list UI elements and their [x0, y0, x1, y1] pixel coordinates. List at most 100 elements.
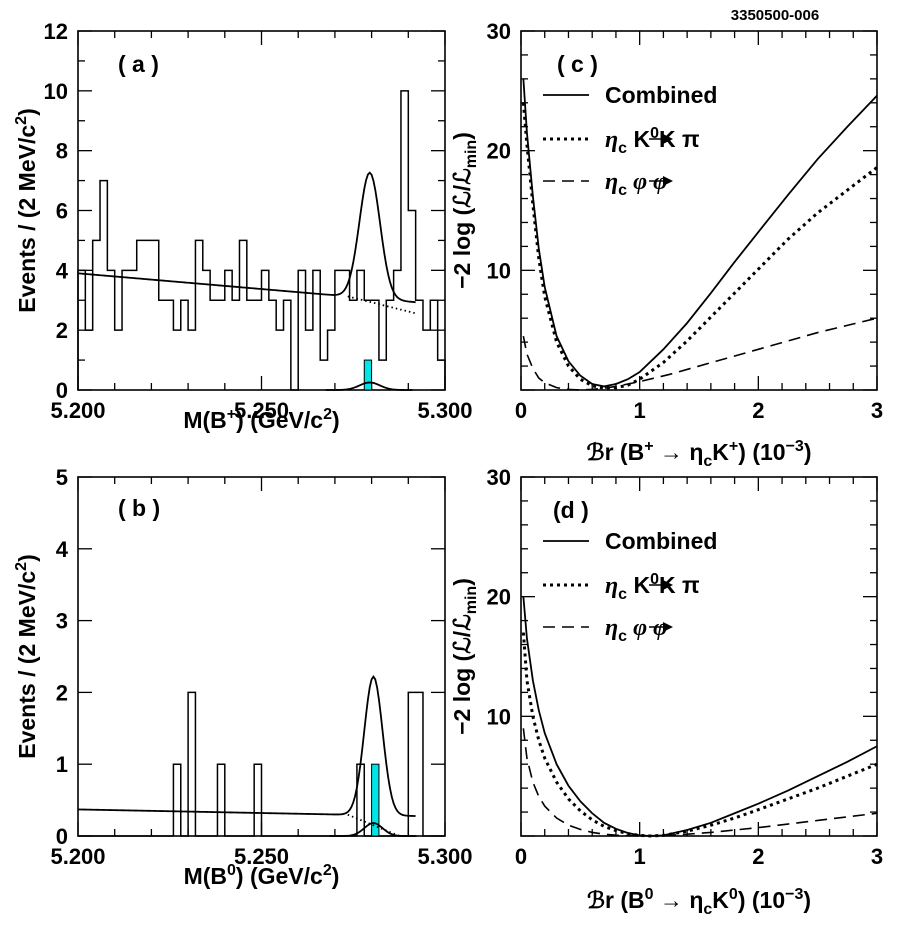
x-axis-label-part: → η [654, 887, 704, 913]
plot-frame [520, 30, 878, 391]
x-axis-label-part: c [703, 453, 712, 470]
x-tick-label: 5.250 [234, 844, 289, 869]
y-tick-label: 20 [487, 585, 511, 610]
background-extrapolation [347, 295, 416, 315]
y-axis-label: Events / (2 MeV/c2) [13, 554, 40, 759]
legend-label-part: φ φ [627, 169, 667, 195]
y-axis-label-part: ) [14, 554, 40, 562]
y-axis-label-part: ) [14, 108, 40, 116]
x-tick-label: 5.300 [417, 398, 472, 423]
likelihood-curve-dashed [522, 317, 878, 391]
legend-label-part: η [605, 169, 618, 195]
y-axis-label-part: −2 log (ℒ/ℒ [449, 614, 475, 735]
histogram-outline [78, 691, 445, 837]
x-axis-label: M(B+) (GeV/c2) [183, 406, 339, 433]
x-tick-label: 1 [634, 844, 646, 869]
signal-fit-curve [329, 822, 417, 837]
y-tick-label: 5 [56, 465, 68, 490]
legend-label: ηc K0K π [605, 571, 700, 603]
y-tick-label: 6 [56, 199, 68, 224]
x-axis-label-part: 0 [729, 886, 738, 903]
x-axis-label-part: ℬr (B [587, 439, 645, 465]
y-tick-label: 0 [56, 824, 68, 849]
legend-label-part: η [605, 573, 618, 599]
likelihood-curve-dotted [521, 632, 878, 838]
legend-label-part: K [627, 572, 650, 598]
x-axis-label: M(B0) (GeV/c2) [184, 862, 340, 889]
x-axis-label-part: M(B [184, 863, 227, 889]
legend-label: ηc φ φ [605, 169, 667, 199]
legend-label: Combined [605, 82, 717, 108]
x-axis-label-part: 0 [645, 886, 654, 903]
panel-a: 5.200 5.250 5.300 0 2 4 6 8 10 12 ( a ) M(B+) (GeV/… [13, 19, 473, 433]
y-axis-label-part: min [463, 140, 480, 168]
x-axis-label-part: ℬr (B [587, 887, 645, 913]
x-tick-label: 0 [515, 844, 527, 869]
y-axis-label: −2 log (ℒ/ℒmin) [449, 578, 480, 735]
y-tick-label: 3 [56, 609, 68, 634]
legend-label: Combined [605, 528, 717, 554]
signal-bin [371, 763, 380, 837]
x-axis-label-part: −3 [785, 886, 803, 903]
legend-label-part: c [618, 628, 627, 645]
y-tick-label: 4 [56, 537, 69, 562]
y-axis-label-part: 2 [13, 562, 30, 571]
plot-frame [77, 30, 446, 391]
x-tick-label: 3 [871, 398, 883, 423]
legend-label-part: φ φ [627, 615, 667, 641]
x-axis-label-part: K [712, 887, 729, 913]
y-tick-label: 2 [56, 680, 68, 705]
y-axis-label-part: ) [449, 132, 475, 140]
x-axis-label-part: ) [804, 439, 812, 465]
x-axis-label-part: + [644, 438, 653, 455]
x-axis-label-part: ) (10 [738, 887, 785, 913]
y-tick-label: 10 [44, 79, 68, 104]
x-tick-label: 5.200 [50, 844, 105, 869]
likelihood-curve-solid [522, 78, 878, 388]
y-tick-label: 8 [56, 139, 68, 164]
legend-label-part: η [605, 615, 618, 641]
legend-label-part: K [627, 126, 650, 152]
y-tick-label: 30 [487, 19, 511, 44]
signal-bin [363, 359, 373, 391]
likelihood-curve-solid [522, 596, 878, 837]
x-tick-label: 2 [752, 844, 764, 869]
y-tick-label: 2 [56, 318, 68, 343]
figure-id: 3350500-006 [731, 7, 819, 24]
x-tick-label: 3 [871, 844, 883, 869]
y-axis-label-part: Events / (2 MeV/c [14, 571, 40, 759]
signal-fit-curve [325, 381, 413, 391]
likelihood-curve-dashed [522, 728, 878, 837]
y-axis-label-part: min [463, 586, 480, 614]
x-tick-label: 0 [515, 398, 527, 423]
legend-label: ηc K0K π [605, 125, 700, 157]
likelihood-curve-dotted [521, 102, 878, 390]
x-axis-label: ℬr (B0 → ηcK0) (10−3) [587, 886, 811, 918]
x-axis-label-part: 0 [227, 862, 236, 879]
x-tick-label: 5.300 [417, 844, 472, 869]
x-tick-label: 5.200 [50, 398, 105, 423]
legend-label-part: c [618, 182, 627, 199]
x-tick-label: 2 [752, 398, 764, 423]
y-tick-label: 10 [487, 258, 511, 283]
x-axis-label-part: ) [332, 863, 340, 889]
x-axis-label-part: ) [332, 407, 340, 433]
panel-label: ( c ) [557, 51, 598, 77]
background-extrapolation [347, 813, 416, 837]
x-axis-label-part: 2 [323, 862, 332, 879]
x-axis-label-part: ) (10 [738, 439, 785, 465]
plot-frame [520, 476, 878, 837]
legend-label-part: 0 [650, 125, 659, 142]
x-tick-label: 5.250 [234, 398, 289, 423]
fit-curve [77, 171, 416, 304]
x-tick-label: 1 [634, 398, 646, 423]
legend-label-part: c [618, 586, 627, 603]
x-axis-label-part: → η [654, 439, 704, 465]
legend-label-part: c [618, 140, 627, 157]
y-tick-label: 0 [56, 378, 68, 403]
y-axis-label-part: −2 log (ℒ/ℒ [449, 168, 475, 289]
panel-label: ( a ) [118, 51, 159, 77]
y-tick-label: 10 [487, 704, 511, 729]
